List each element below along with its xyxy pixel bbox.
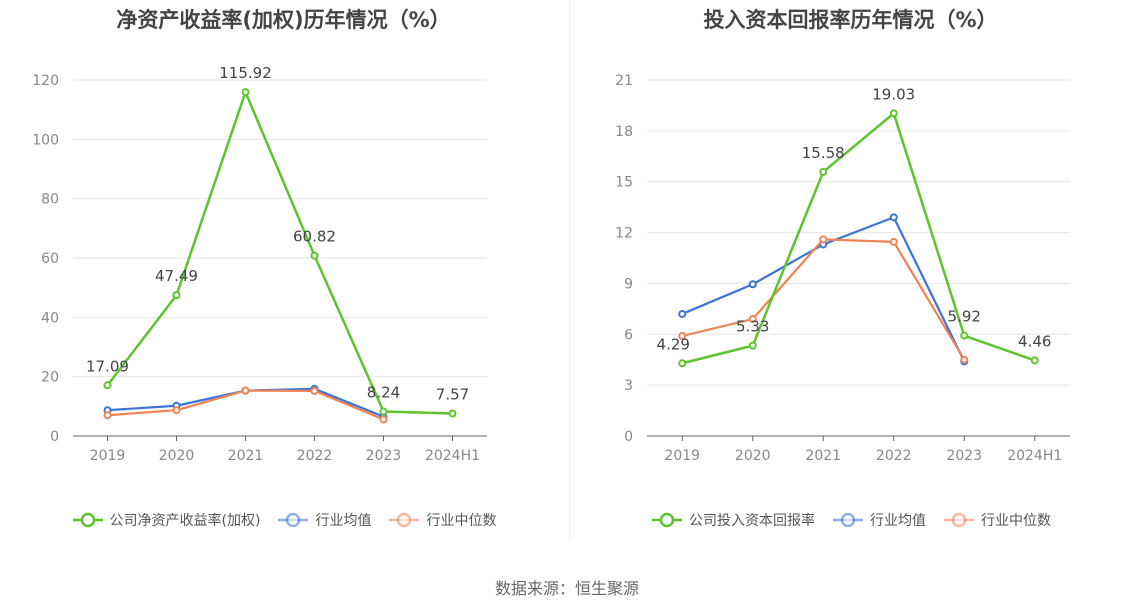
legend-marker-icon xyxy=(652,512,682,528)
data-point[interactable] xyxy=(103,411,112,420)
roic-legend: 公司投入资本回报率 行业均值 行业中位数 xyxy=(567,510,1134,530)
chart-title: 净资产收益率(加权)历年情况（%） xyxy=(116,8,451,32)
data-point[interactable] xyxy=(448,409,457,418)
y-tick-label: 120 xyxy=(32,73,59,89)
data-label: 60.82 xyxy=(293,228,336,246)
data-label: 5.33 xyxy=(736,318,769,336)
legend-label: 行业中位数 xyxy=(426,513,497,529)
data-source: 数据来源：恒生聚源 xyxy=(494,579,639,598)
data-point[interactable] xyxy=(960,355,969,364)
data-label: 115.92 xyxy=(219,64,272,82)
y-tick-label: 21 xyxy=(615,73,633,89)
legend-marker-icon xyxy=(72,512,103,528)
x-tick-label: 2024H1 xyxy=(1007,448,1062,464)
data-point[interactable] xyxy=(678,331,687,340)
data-point[interactable] xyxy=(960,331,969,340)
data-point[interactable] xyxy=(819,167,828,176)
y-tick-label: 0 xyxy=(50,429,59,445)
data-point[interactable] xyxy=(172,291,181,300)
chart-title: 投入资本回报率历年情况（%） xyxy=(703,8,998,32)
x-tick-label: 2023 xyxy=(366,448,402,464)
data-point[interactable] xyxy=(748,315,757,324)
legend-item[interactable]: 行业中位数 xyxy=(942,510,1051,530)
legend-item[interactable]: 公司净资产收益率(加权) xyxy=(71,510,261,530)
data-point[interactable] xyxy=(310,386,319,395)
x-tick-label: 2020 xyxy=(159,448,195,464)
data-point[interactable] xyxy=(241,88,250,97)
chart-divider xyxy=(569,0,570,540)
data-point[interactable] xyxy=(889,109,898,118)
data-point[interactable] xyxy=(310,251,319,260)
x-tick-label: 2021 xyxy=(228,448,264,464)
data-label: 4.29 xyxy=(657,335,690,353)
legend-label: 公司投入资本回报率 xyxy=(689,513,815,529)
data-point[interactable] xyxy=(1030,356,1039,365)
roe-plot: 0 20 40 60 80 100 120 2019 2020 2021 2022 2023 2024H… xyxy=(32,64,487,464)
data-label: 15.58 xyxy=(802,144,845,162)
series-line xyxy=(681,238,966,361)
roe-legend: 公司净资产收益率(加权) 行业均值 行业中位数 xyxy=(0,510,567,530)
roe-chart: 净资产收益率(加权)历年情况（%） 0 20 40 60 80 100 120 2019 202… xyxy=(0,0,567,560)
data-point[interactable] xyxy=(172,406,181,415)
data-label: 19.03 xyxy=(872,85,915,103)
data-label: 4.46 xyxy=(1018,332,1051,350)
series-line xyxy=(106,90,453,415)
y-tick-label: 0 xyxy=(624,429,633,445)
data-point[interactable] xyxy=(379,407,388,416)
data-point[interactable] xyxy=(678,359,687,368)
x-tick-label: 2023 xyxy=(946,448,982,464)
y-tick-label: 20 xyxy=(41,370,59,386)
x-tick-label: 2024H1 xyxy=(425,448,480,464)
data-point[interactable] xyxy=(241,386,250,395)
y-tick-label: 9 xyxy=(624,276,633,292)
x-tick-label: 2019 xyxy=(90,448,126,464)
y-tick-label: 3 xyxy=(624,378,633,394)
legend-item[interactable]: 行业均值 xyxy=(831,510,926,530)
data-point[interactable] xyxy=(678,309,687,318)
data-point[interactable] xyxy=(748,280,757,289)
legend-marker-icon xyxy=(944,512,974,528)
x-tick-label: 2022 xyxy=(297,448,333,464)
legend-label: 行业中位数 xyxy=(981,513,1051,529)
y-tick-label: 100 xyxy=(32,132,59,148)
data-point[interactable] xyxy=(889,213,898,222)
data-label: 8.24 xyxy=(367,384,400,402)
y-tick-label: 60 xyxy=(41,251,59,267)
data-point[interactable] xyxy=(379,415,388,424)
x-tick-label: 2020 xyxy=(735,448,771,464)
y-tick-label: 12 xyxy=(615,226,633,242)
data-point[interactable] xyxy=(889,237,898,246)
legend-label: 公司净资产收益率(加权) xyxy=(109,513,261,529)
data-label: 5.92 xyxy=(948,308,981,326)
data-label: 47.49 xyxy=(155,267,198,285)
x-tick-label: 2019 xyxy=(664,448,700,464)
data-point[interactable] xyxy=(103,381,112,390)
y-tick-label: 18 xyxy=(615,124,633,140)
y-tick-label: 80 xyxy=(41,192,59,208)
legend-label: 行业均值 xyxy=(315,513,372,529)
y-tick-label: 40 xyxy=(41,310,59,326)
legend-item[interactable]: 公司投入资本回报率 xyxy=(650,510,815,530)
y-tick-label: 6 xyxy=(624,327,633,343)
data-point[interactable] xyxy=(819,235,828,244)
y-tick-label: 15 xyxy=(615,175,633,191)
legend-marker-icon xyxy=(278,512,309,528)
series-line xyxy=(107,389,384,421)
data-label: 17.09 xyxy=(86,357,129,375)
series-line xyxy=(681,112,1036,365)
x-tick-label: 2021 xyxy=(805,448,841,464)
data-point[interactable] xyxy=(748,341,757,350)
legend-label: 行业均值 xyxy=(870,513,926,529)
legend-marker-icon xyxy=(389,512,420,528)
roic-chart: 投入资本回报率历年情况（%） 0 3 6 9 12 15 18 21 2019 2020 2021 2… xyxy=(567,0,1134,560)
roic-plot: 0 3 6 9 12 15 18 21 2019 2020 2021 2022 2023 2024H1 4.… xyxy=(615,73,1070,464)
data-label: 7.57 xyxy=(436,386,469,404)
legend-marker-icon xyxy=(833,512,863,528)
x-tick-label: 2022 xyxy=(876,448,912,464)
legend-item[interactable]: 行业中位数 xyxy=(387,510,496,530)
legend-item[interactable]: 行业均值 xyxy=(276,510,371,530)
